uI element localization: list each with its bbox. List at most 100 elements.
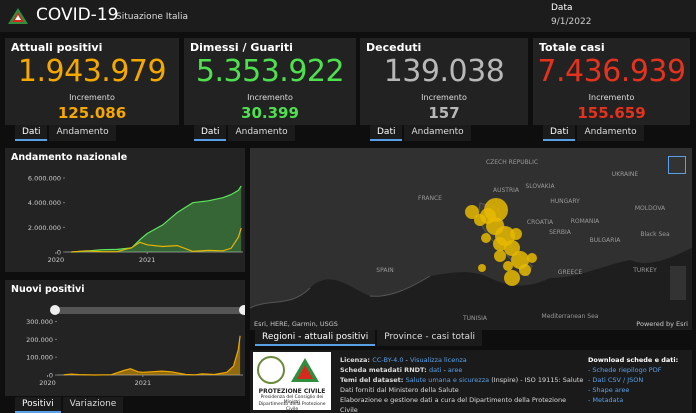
legend-button[interactable] — [668, 156, 686, 174]
info-line: Licenza: CC-BY-4.0 - Visualizza licenza — [340, 355, 585, 365]
y-tick-label: 0 — [57, 249, 61, 257]
card-title: Totale casi — [539, 41, 605, 54]
tab[interactable]: Andamento — [404, 125, 471, 141]
map-label: TURKEY — [632, 267, 657, 274]
info-text: Elaborazione e gestione dati a cura del … — [340, 396, 567, 413]
card-value: 139.038 — [383, 54, 505, 89]
region-bubble — [478, 264, 486, 272]
map-label: Black Sea — [640, 231, 670, 238]
region-bubble — [503, 261, 513, 271]
tab[interactable]: Positivi — [15, 397, 61, 413]
chart-panel: Andamento nazionale 0 2.000.000 4.000.000 6.… — [5, 148, 245, 272]
map-label: Mediterranean Sea — [542, 313, 599, 320]
range-slider — [53, 307, 245, 314]
card-value: 7.436.939 — [537, 54, 686, 89]
tab[interactable]: Dati — [194, 125, 227, 141]
region-bubble — [474, 214, 486, 226]
card-increment-label: Incremento — [588, 93, 635, 102]
map: CZECH REPUBLIC UKRAINE SLOVAKIA AUSTRIA HUNG… — [250, 148, 692, 330]
link[interactable]: dati — [428, 366, 442, 374]
series-area — [63, 335, 241, 375]
stat-card: Attuali positivi 1.943.979 Incremento 125.0… — [5, 38, 179, 125]
card-value: 5.353.922 — [195, 54, 345, 89]
tab[interactable]: Dati — [543, 125, 576, 141]
info-text: - — [403, 356, 410, 364]
card-increment-label: Incremento — [69, 93, 115, 102]
header: COVID-19 Situazione Italia Data 9/1/2022 — [0, 0, 696, 32]
card-tabs: Dati Andamento — [15, 125, 116, 141]
date-label: Data — [551, 3, 573, 13]
map-tabs: Regioni - attuali positivi Province - cas… — [255, 330, 483, 346]
link[interactable]: Visualizza licenza — [409, 356, 467, 364]
map-label: TUNISIA — [462, 315, 488, 322]
series-line — [71, 227, 242, 253]
chart-panel: Nuovi positivi 0 100.000 200.000 300.000 2020… — [5, 280, 245, 396]
logo-text: PROTEZIONE CIVILE — [258, 388, 326, 395]
date: 9/1/2022 — [551, 17, 592, 27]
card-increment: 155.659 — [577, 104, 646, 122]
x-tick-label: 2021 — [135, 379, 152, 387]
card-tabs: Dati Andamento — [194, 125, 295, 141]
tab[interactable]: Dati — [370, 125, 403, 141]
y-tick-label: 200.000 — [26, 336, 53, 344]
stat-card: Deceduti 139.038 Incremento 157 — [360, 38, 528, 125]
series-line — [63, 335, 241, 376]
card-title: Attuali positivi — [11, 41, 103, 54]
region-bubble — [519, 264, 531, 276]
map-canvas: CZECH REPUBLIC UKRAINE SLOVAKIA AUSTRIA HUNG… — [250, 148, 692, 328]
link[interactable]: CC-BY-4.0 — [372, 356, 404, 364]
zoom-controls[interactable] — [670, 266, 686, 300]
info-panel: PROTEZIONE CIVILE Presidenza del Consigli… — [250, 350, 692, 413]
card-increment: 125.086 — [57, 104, 127, 122]
map-label: SERBIA — [549, 229, 572, 236]
emblem-triangle — [297, 365, 313, 379]
land — [250, 148, 692, 308]
downloads-title: Download schede e dati: — [588, 356, 679, 364]
region-bubble — [493, 237, 507, 251]
info-text: (Inspire) - ISO 19115: Salute — [489, 376, 584, 384]
y-tick-label: 300.000 — [26, 318, 53, 326]
chart: 0 100.000 200.000 300.000 2020 2021 — [26, 305, 245, 387]
app-title: COVID-19 — [36, 5, 119, 25]
info-text: Licenza: — [340, 356, 373, 364]
map-label: CZECH REPUBLIC — [486, 159, 538, 166]
map-label: FRANCE — [418, 195, 442, 202]
chart-title: Nuovi positivi — [11, 284, 85, 295]
card-value: 1.943.979 — [17, 54, 167, 89]
logo-box: PROTEZIONE CIVILE Presidenza del Consigli… — [253, 352, 331, 412]
map-label: SLOVAKIA — [525, 183, 555, 190]
link[interactable]: - Metadata — [588, 396, 624, 404]
x-tick-label: 2020 — [39, 379, 56, 387]
map-label: BULGARIA — [590, 237, 622, 244]
card-title: Deceduti — [366, 41, 422, 54]
link[interactable]: Salute umana e sicurezza — [405, 376, 490, 384]
logo-text: Presidenza del Consiglio dei Ministri — [260, 395, 324, 405]
tab[interactable]: Province - casi totali — [377, 330, 483, 346]
tab[interactable]: Andamento — [577, 125, 644, 141]
tab[interactable]: Variazione — [62, 397, 124, 413]
link[interactable]: - Schede riepilogo PDF — [588, 366, 662, 374]
card-tabs: Dati Andamento — [543, 125, 644, 141]
coast — [250, 275, 431, 309]
info-line: Dati forniti dal Ministero della Salute — [340, 385, 585, 395]
card-increment: 157 — [428, 104, 460, 122]
card-tabs: Dati Andamento — [370, 125, 471, 141]
series-area — [71, 186, 242, 252]
x-tick-label: 2020 — [48, 256, 65, 264]
stat-card: Totale casi 7.436.939 Incremento 155.659 — [533, 38, 690, 125]
tab[interactable]: Andamento — [228, 125, 295, 141]
info-line: Elaborazione e gestione dati a cura del … — [340, 395, 585, 413]
map-attribution: Esri, HERE, Garmin, USGS — [254, 320, 338, 328]
map-label: UKRAINE — [612, 171, 639, 178]
region-bubble — [481, 233, 491, 243]
link[interactable]: aree — [447, 366, 463, 374]
map-label: SPAIN — [376, 267, 393, 274]
tab[interactable]: Dati — [15, 125, 48, 141]
chart-tabs: Positivi Variazione — [15, 397, 124, 413]
tab[interactable]: Andamento — [49, 125, 116, 141]
link[interactable]: - Shape aree — [588, 386, 630, 394]
y-tick-label: 0 — [49, 372, 53, 380]
link[interactable]: - Dati CSV / JSON — [588, 376, 644, 384]
tab[interactable]: Regioni - attuali positivi — [255, 330, 376, 346]
